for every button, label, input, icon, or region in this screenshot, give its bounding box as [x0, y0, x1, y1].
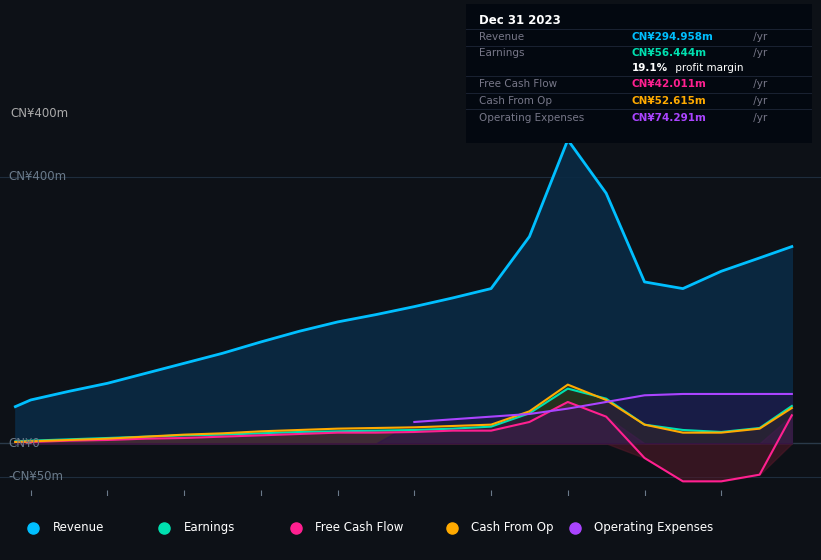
Text: CN¥52.615m: CN¥52.615m	[632, 96, 707, 106]
Text: Revenue: Revenue	[53, 521, 104, 534]
Text: Free Cash Flow: Free Cash Flow	[479, 80, 557, 90]
Text: CN¥56.444m: CN¥56.444m	[632, 48, 707, 58]
Text: CN¥400m: CN¥400m	[8, 170, 67, 183]
Text: /yr: /yr	[750, 96, 767, 106]
Text: CN¥294.958m: CN¥294.958m	[632, 32, 713, 42]
Text: Revenue: Revenue	[479, 32, 525, 42]
Text: CN¥400m: CN¥400m	[11, 108, 69, 120]
Text: Cash From Op: Cash From Op	[479, 96, 553, 106]
Text: /yr: /yr	[750, 113, 767, 123]
Text: CN¥42.011m: CN¥42.011m	[632, 80, 707, 90]
Text: Operating Expenses: Operating Expenses	[594, 521, 713, 534]
Text: Earnings: Earnings	[184, 521, 236, 534]
Text: Cash From Op: Cash From Op	[471, 521, 553, 534]
Text: 19.1%: 19.1%	[632, 63, 668, 73]
Text: Earnings: Earnings	[479, 48, 525, 58]
Text: -CN¥50m: -CN¥50m	[8, 470, 63, 483]
Text: /yr: /yr	[750, 48, 767, 58]
Text: Free Cash Flow: Free Cash Flow	[315, 521, 404, 534]
Text: profit margin: profit margin	[672, 63, 743, 73]
Text: CN¥74.291m: CN¥74.291m	[632, 113, 707, 123]
Text: Operating Expenses: Operating Expenses	[479, 113, 585, 123]
Text: Dec 31 2023: Dec 31 2023	[479, 13, 561, 27]
Text: /yr: /yr	[750, 32, 767, 42]
Text: CN¥0: CN¥0	[8, 437, 40, 450]
Text: /yr: /yr	[750, 80, 767, 90]
